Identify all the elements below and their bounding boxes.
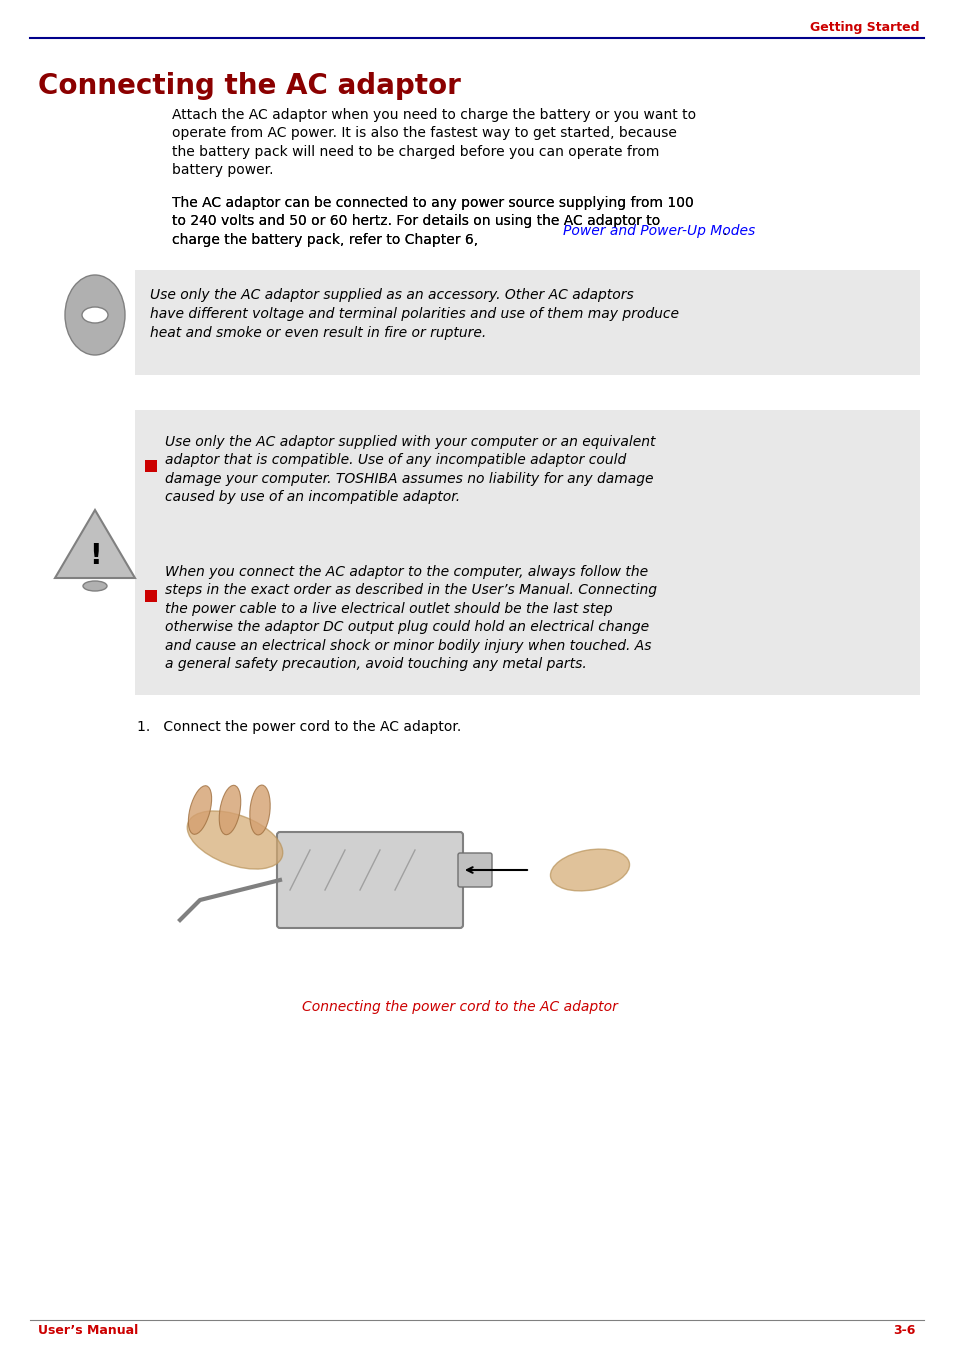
Text: !: ! bbox=[89, 542, 101, 571]
Text: Attach the AC adaptor when you need to charge the battery or you want to
operate: Attach the AC adaptor when you need to c… bbox=[172, 108, 696, 177]
FancyBboxPatch shape bbox=[457, 853, 492, 887]
Text: Connecting the power cord to the AC adaptor: Connecting the power cord to the AC adap… bbox=[302, 1000, 618, 1014]
Bar bbox=[145, 460, 157, 472]
Text: Use only the AC adaptor supplied as an accessory. Other AC adaptors
have differe: Use only the AC adaptor supplied as an a… bbox=[150, 288, 679, 339]
Ellipse shape bbox=[219, 786, 240, 834]
Text: .: . bbox=[722, 224, 726, 238]
Bar bbox=[145, 589, 157, 602]
FancyBboxPatch shape bbox=[135, 270, 919, 375]
Ellipse shape bbox=[188, 786, 212, 834]
Text: User’s Manual: User’s Manual bbox=[38, 1324, 138, 1337]
Ellipse shape bbox=[187, 811, 282, 869]
Text: The AC adaptor can be connected to any power source supplying from 100
to 240 vo: The AC adaptor can be connected to any p… bbox=[172, 196, 693, 247]
Text: 1.   Connect the power cord to the AC adaptor.: 1. Connect the power cord to the AC adap… bbox=[137, 721, 460, 734]
Ellipse shape bbox=[82, 307, 108, 323]
Ellipse shape bbox=[83, 581, 107, 591]
Ellipse shape bbox=[65, 274, 125, 356]
Text: When you connect the AC adaptor to the computer, always follow the
steps in the : When you connect the AC adaptor to the c… bbox=[165, 565, 657, 671]
Text: Getting Started: Getting Started bbox=[810, 22, 919, 35]
Text: Power and Power-Up Modes: Power and Power-Up Modes bbox=[562, 224, 755, 238]
Ellipse shape bbox=[250, 786, 270, 836]
Ellipse shape bbox=[550, 849, 629, 891]
Text: Use only the AC adaptor supplied with your computer or an equivalent
adaptor tha: Use only the AC adaptor supplied with yo… bbox=[165, 435, 655, 504]
Text: The AC adaptor can be connected to any power source supplying from 100
to 240 vo: The AC adaptor can be connected to any p… bbox=[172, 196, 693, 247]
FancyBboxPatch shape bbox=[276, 831, 462, 927]
Text: 3-6: 3-6 bbox=[893, 1324, 915, 1337]
Polygon shape bbox=[55, 510, 135, 579]
Text: Connecting the AC adaptor: Connecting the AC adaptor bbox=[38, 72, 460, 100]
FancyBboxPatch shape bbox=[135, 410, 919, 695]
